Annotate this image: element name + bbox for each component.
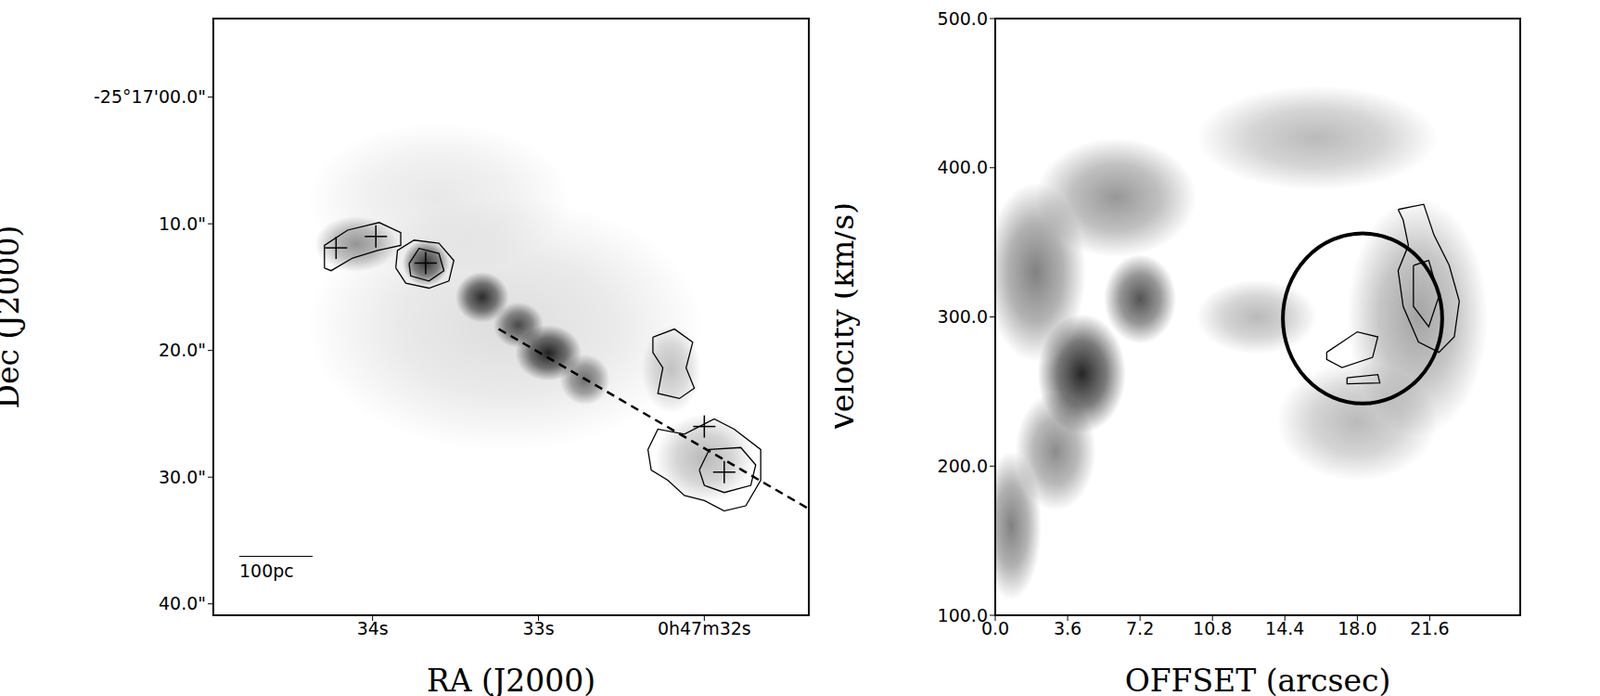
svg-text:14.4: 14.4 — [1265, 617, 1305, 639]
svg-text:10.8: 10.8 — [1192, 617, 1232, 639]
svg-text:-25°17'00.0": -25°17'00.0" — [93, 86, 206, 107]
svg-text:30.0": 30.0" — [158, 466, 206, 487]
svg-text:RA (J2000): RA (J2000) — [426, 662, 596, 696]
svg-text:200.0: 200.0 — [937, 455, 988, 476]
svg-text:OFFSET (arcsec): OFFSET (arcsec) — [1125, 662, 1392, 696]
svg-text:40.0": 40.0" — [158, 592, 206, 614]
svg-text:33s: 33s — [522, 617, 554, 639]
svg-text:10.0": 10.0" — [158, 213, 206, 234]
svg-text:7.2: 7.2 — [1126, 617, 1154, 639]
svg-text:20.0": 20.0" — [158, 339, 206, 360]
html-text:100pc: 100pc — [239, 560, 294, 581]
svg-text:300.0: 300.0 — [937, 306, 988, 327]
svg-text:100.0: 100.0 — [937, 604, 988, 626]
svg-text:18.0: 18.0 — [1337, 617, 1377, 639]
svg-text:0.0: 0.0 — [981, 618, 1010, 639]
svg-text:400.0: 400.0 — [937, 156, 988, 178]
svg-text:Dec (J2000): Dec (J2000) — [0, 225, 26, 410]
svg-text:34s: 34s — [357, 617, 389, 639]
svg-text:21.6: 21.6 — [1409, 617, 1449, 639]
svg-text:Velocity (km/s): Velocity (km/s) — [834, 202, 861, 433]
svg-text:0h47m32s: 0h47m32s — [657, 617, 752, 639]
svg-text:3.6: 3.6 — [1053, 617, 1082, 639]
svg-text:500.0: 500.0 — [937, 8, 988, 29]
